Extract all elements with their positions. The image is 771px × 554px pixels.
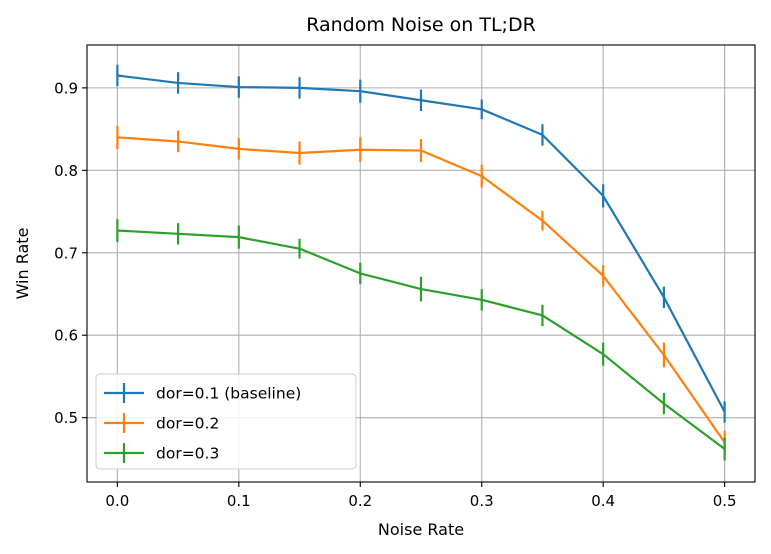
series-2: [116, 125, 726, 454]
legend-item: dor=0.1 (baseline): [104, 383, 301, 403]
y-tick-label: 0.8: [54, 162, 78, 180]
y-tick-label: 0.5: [54, 409, 78, 427]
series-layer: [116, 64, 726, 461]
legend-box: [95, 373, 357, 470]
legend-item: dor=0.3: [104, 443, 219, 463]
x-tick-label: 0.4: [591, 492, 615, 510]
series-line: [117, 74, 726, 413]
series-1: [116, 64, 726, 423]
plot-frame: [86, 44, 756, 483]
legend-label: dor=0.3: [156, 445, 219, 463]
y-tick-label: 0.9: [54, 79, 78, 97]
legend-item: dor=0.2: [104, 413, 219, 433]
series-3: [116, 218, 726, 461]
legend: dor=0.1 (baseline) dor=0.2 dor=0.3: [95, 373, 357, 470]
y-tick-label: 0.7: [54, 244, 78, 262]
legend-label: dor=0.2: [156, 415, 219, 433]
legend-label: dor=0.1 (baseline): [156, 385, 301, 403]
x-axis-label: Noise Rate: [378, 520, 464, 539]
chart-title: Random Noise on TL;DR: [306, 14, 536, 36]
x-tick-label: 0.1: [227, 492, 251, 510]
x-tick-label: 0.2: [348, 492, 372, 510]
y-axis-label: Win Rate: [13, 228, 32, 300]
x-tick-label: 0.0: [105, 492, 129, 510]
x-tick-label: 0.3: [470, 492, 494, 510]
x-tick-label: 0.5: [713, 492, 737, 510]
plot-area: 0.0 0.1 0.2 0.3 0.4 0.5 0.5 0.6 0.7 0.8 0.9: [54, 44, 756, 510]
y-tick-label: 0.6: [54, 327, 78, 345]
tick-layer: 0.0 0.1 0.2 0.3 0.4 0.5 0.5 0.6 0.7 0.8 0.9: [54, 79, 736, 510]
